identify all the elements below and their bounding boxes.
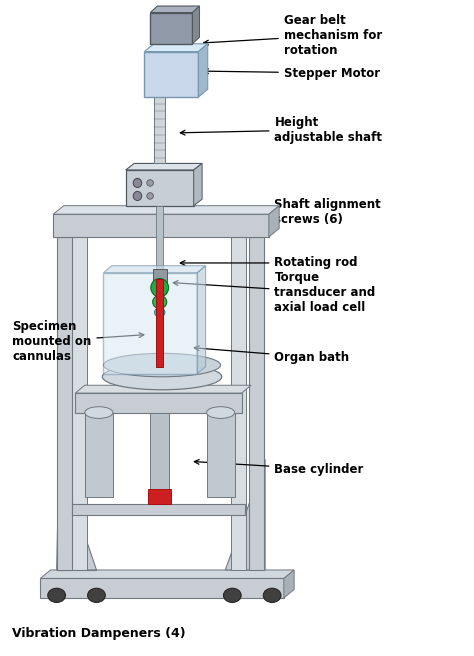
Text: Stepper Motor: Stepper Motor bbox=[204, 66, 380, 79]
Ellipse shape bbox=[153, 295, 167, 308]
Polygon shape bbox=[103, 266, 206, 273]
Polygon shape bbox=[145, 44, 208, 52]
Bar bbox=[72, 237, 87, 570]
Bar bbox=[207, 413, 235, 497]
Text: Height
adjustable shaft: Height adjustable shaft bbox=[180, 115, 383, 144]
Ellipse shape bbox=[147, 193, 154, 199]
Polygon shape bbox=[225, 459, 265, 570]
Bar bbox=[150, 413, 169, 497]
Ellipse shape bbox=[223, 588, 241, 602]
Bar bbox=[145, 52, 198, 97]
Ellipse shape bbox=[147, 180, 154, 186]
Ellipse shape bbox=[207, 407, 235, 419]
Bar bbox=[156, 310, 163, 321]
Bar bbox=[57, 237, 72, 570]
Ellipse shape bbox=[133, 192, 142, 201]
Ellipse shape bbox=[151, 279, 169, 297]
Bar bbox=[75, 393, 242, 413]
Text: Gear belt
mechanism for
rotation: Gear belt mechanism for rotation bbox=[204, 14, 382, 57]
Bar bbox=[148, 489, 172, 504]
Polygon shape bbox=[194, 163, 202, 206]
Bar bbox=[156, 206, 164, 270]
Ellipse shape bbox=[85, 407, 113, 419]
Text: Shaft alignment
screws (6): Shaft alignment screws (6) bbox=[185, 198, 381, 226]
Polygon shape bbox=[40, 570, 294, 579]
Ellipse shape bbox=[48, 588, 65, 602]
Ellipse shape bbox=[102, 364, 222, 390]
Polygon shape bbox=[192, 6, 200, 44]
Text: Rotating rod: Rotating rod bbox=[180, 256, 358, 270]
Bar bbox=[54, 214, 269, 237]
Ellipse shape bbox=[155, 308, 165, 317]
Bar bbox=[85, 413, 113, 497]
Ellipse shape bbox=[133, 178, 142, 188]
Bar bbox=[40, 579, 284, 598]
Bar bbox=[231, 237, 246, 570]
Text: Vibration Dampeners (4): Vibration Dampeners (4) bbox=[12, 627, 186, 640]
Bar bbox=[249, 237, 264, 570]
Ellipse shape bbox=[103, 354, 220, 377]
Text: Organ bath: Organ bath bbox=[194, 346, 350, 364]
Bar bbox=[72, 504, 246, 516]
Bar bbox=[154, 94, 165, 163]
Polygon shape bbox=[284, 570, 294, 598]
Polygon shape bbox=[126, 163, 202, 170]
Polygon shape bbox=[269, 206, 279, 237]
Ellipse shape bbox=[88, 588, 105, 602]
Text: Torque
transducer and
axial load cell: Torque transducer and axial load cell bbox=[173, 271, 376, 314]
Text: Specimen
mounted on
cannulas: Specimen mounted on cannulas bbox=[12, 319, 144, 363]
Text: Base cylinder: Base cylinder bbox=[194, 459, 364, 476]
Bar bbox=[126, 170, 194, 206]
Bar bbox=[153, 270, 167, 283]
Polygon shape bbox=[198, 44, 208, 97]
Bar bbox=[156, 279, 163, 367]
Ellipse shape bbox=[263, 588, 281, 602]
Bar bbox=[103, 273, 197, 373]
Polygon shape bbox=[57, 459, 97, 570]
Polygon shape bbox=[75, 385, 251, 393]
Bar bbox=[150, 12, 192, 44]
Polygon shape bbox=[54, 206, 279, 214]
Polygon shape bbox=[150, 6, 200, 12]
Polygon shape bbox=[197, 266, 206, 373]
